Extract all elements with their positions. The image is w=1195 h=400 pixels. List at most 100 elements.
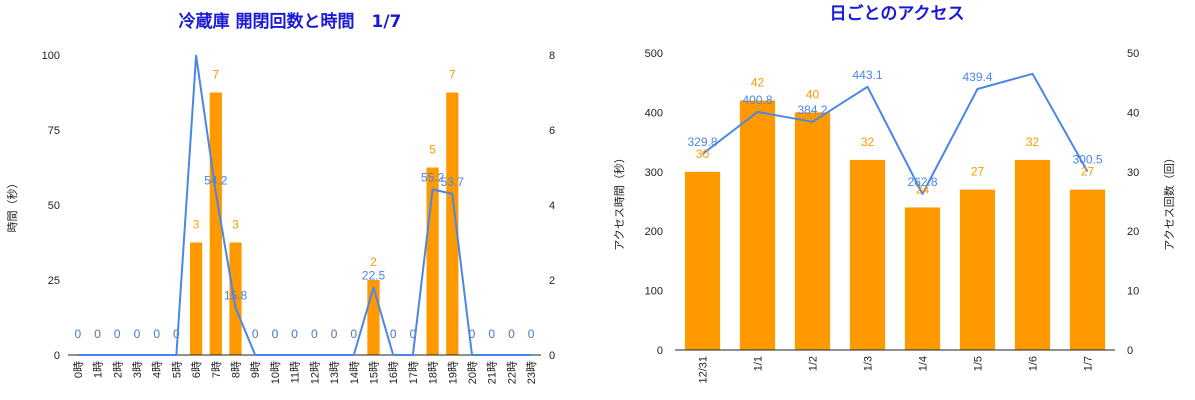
line-data-label: 262.8 [907, 175, 937, 189]
bar-data-label: 0 [350, 327, 357, 341]
x-tick-label: 21時 [486, 361, 499, 384]
bar [904, 207, 941, 350]
bar-data-label: 27 [971, 165, 985, 179]
x-tick-label: 12時 [308, 361, 321, 384]
bar-data-label: 0 [94, 327, 101, 341]
x-tick-label: 1/7 [1083, 356, 1095, 371]
x-tick-label: 1/2 [808, 356, 820, 371]
line-data-label: 384.2 [797, 103, 827, 117]
bar [367, 280, 380, 355]
x-tick-label: 18時 [427, 361, 440, 384]
line-data-label: 0 [410, 327, 417, 341]
bar [209, 92, 222, 355]
bar-data-label: 27 [1081, 165, 1095, 179]
line-data-label: 329.8 [687, 135, 717, 149]
x-tick-label: 12/31 [698, 356, 710, 384]
line-data-label: 443.1 [852, 68, 882, 82]
line-data-label: 0 [94, 327, 101, 341]
x-tick-label: 11時 [289, 361, 302, 383]
x-tick-label: 3時 [131, 361, 144, 378]
line-data-label: 0 [291, 327, 298, 341]
y-tick-label: 300 [645, 167, 663, 179]
line-data-label: 55.2 [421, 170, 445, 184]
x-tick-label: 1/4 [918, 356, 930, 371]
line-data-label: 53.7 [441, 175, 465, 189]
bar-data-label: 0 [410, 327, 417, 341]
bar-data-label: 7 [212, 68, 219, 82]
x-tick-label: 1/1 [753, 356, 765, 371]
x-tick-label: 2時 [111, 361, 124, 378]
x-tick-label: 1時 [92, 361, 105, 378]
bar-data-label: 0 [134, 327, 141, 341]
x-tick-label: 23時 [525, 361, 538, 384]
line-data-label: 0 [390, 327, 397, 341]
bar-data-label: 42 [751, 76, 765, 90]
x-tick-label: 9時 [249, 361, 262, 378]
y2-tick-label: 30 [1127, 167, 1139, 179]
x-tick-label: 13時 [328, 361, 341, 384]
line-data-label: 0 [508, 327, 515, 341]
bar-data-label: 0 [153, 327, 160, 341]
bar-data-label: 0 [331, 327, 338, 341]
y-axis-label: アクセス時間（秒） [612, 152, 626, 250]
bar-data-label: 0 [488, 327, 495, 341]
line-data-label: 300.5 [1072, 153, 1102, 167]
line-data-label: 0 [528, 327, 535, 341]
bar [684, 171, 721, 350]
y2-tick-label: 0 [1127, 345, 1133, 357]
x-tick-label: 4時 [151, 361, 164, 378]
x-tick-label: 15時 [367, 361, 380, 384]
x-tick-label: 10時 [269, 361, 282, 384]
y2-tick-label: 8 [549, 50, 555, 62]
bar-data-label: 32 [861, 135, 875, 149]
bar-data-label: 0 [469, 327, 476, 341]
line-data-label: 439.4 [962, 70, 992, 84]
line-data-label: 0 [311, 327, 318, 341]
bar-data-label: 0 [173, 327, 180, 341]
line-data-label: 0 [252, 327, 259, 341]
bar [446, 92, 459, 355]
bar [229, 242, 242, 355]
bar [1014, 159, 1051, 350]
bar-data-label: 0 [508, 327, 515, 341]
x-tick-label: 22時 [505, 361, 518, 384]
bar [189, 242, 203, 355]
bar [794, 112, 831, 351]
bar [739, 100, 776, 351]
y-tick-label: 100 [42, 50, 60, 62]
line-data-label: 0 [469, 327, 476, 341]
line-data-label: 0 [331, 327, 338, 341]
line-data-label: 0 [488, 327, 495, 341]
y2-tick-label: 10 [1127, 286, 1139, 298]
y2-tick-label: 20 [1127, 226, 1139, 238]
bar-data-label: 0 [528, 327, 535, 341]
line-data-label: 400.8 [742, 93, 772, 107]
y-tick-label: 75 [48, 125, 60, 137]
x-tick-label: 7時 [210, 361, 223, 378]
line-series [701, 72, 1089, 195]
x-tick-label: 19時 [446, 361, 459, 384]
bar-data-label: 40 [806, 87, 820, 101]
x-tick-label: 5時 [170, 361, 183, 378]
y-tick-label: 0 [657, 345, 663, 357]
y2-tick-label: 40 [1127, 107, 1139, 119]
x-tick-label: 8時 [230, 361, 243, 378]
y2-tick-label: 50 [1127, 48, 1139, 60]
line-data-label: 54.2 [204, 173, 228, 187]
line-data-label: 15.8 [224, 289, 248, 303]
x-tick-label: 1/6 [1028, 356, 1040, 371]
line-data-label: 0 [350, 327, 357, 341]
daily-chart: 日ごとのアクセス 0 100 200 300 400 500 0 10 20 30 40 50 アクセス時… [612, 3, 1176, 384]
x-tick-label: 1/5 [973, 356, 985, 371]
y2-tick-label: 6 [549, 125, 555, 137]
line-data-label: 22.5 [362, 269, 386, 283]
line-data-label: 0 [272, 327, 279, 341]
y2-tick-label: 2 [549, 275, 555, 287]
chart-title: 日ごとのアクセス [830, 3, 965, 24]
bar-data-label: 24 [916, 182, 930, 196]
line-data-label: 0 [134, 327, 141, 341]
line-data-label: 0 [173, 327, 180, 341]
bar-data-label: 0 [272, 327, 279, 341]
y-tick-label: 0 [54, 350, 60, 362]
